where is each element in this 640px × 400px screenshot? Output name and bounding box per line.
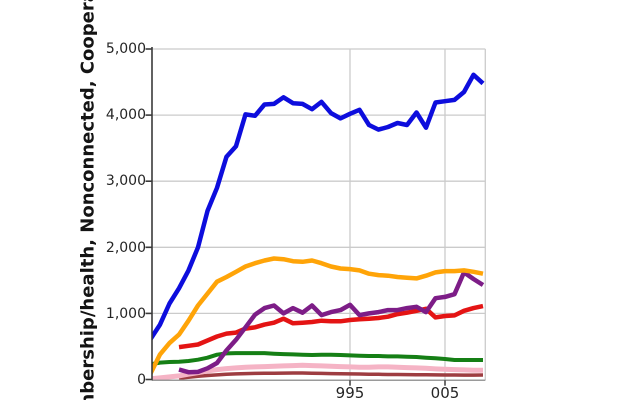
y-tick-label-3000: 3,000 [105,173,146,189]
x-tick-label-1995: 995 [335,384,365,400]
line-red [178,303,484,350]
line-blue [152,72,485,341]
axes [145,47,486,386]
y-axis-title: embership/health, Nonconnected, Cooperat… [77,0,99,400]
line-green [152,351,483,367]
y-tick-label-2000: 2,000 [105,240,146,256]
line-purple [178,270,485,375]
gridlines [152,48,486,381]
line-maroon [178,371,484,380]
y-tick-label-4000: 4,000 [105,107,146,123]
y-tick-label-5000: 5,000 [105,41,146,57]
y-tick-label-0: 0 [137,372,146,388]
series-lines [152,72,485,380]
line-orange [152,256,484,375]
y-tick-label-1000: 1,000 [105,306,146,322]
x-tick-label-2005: 005 [430,384,460,400]
